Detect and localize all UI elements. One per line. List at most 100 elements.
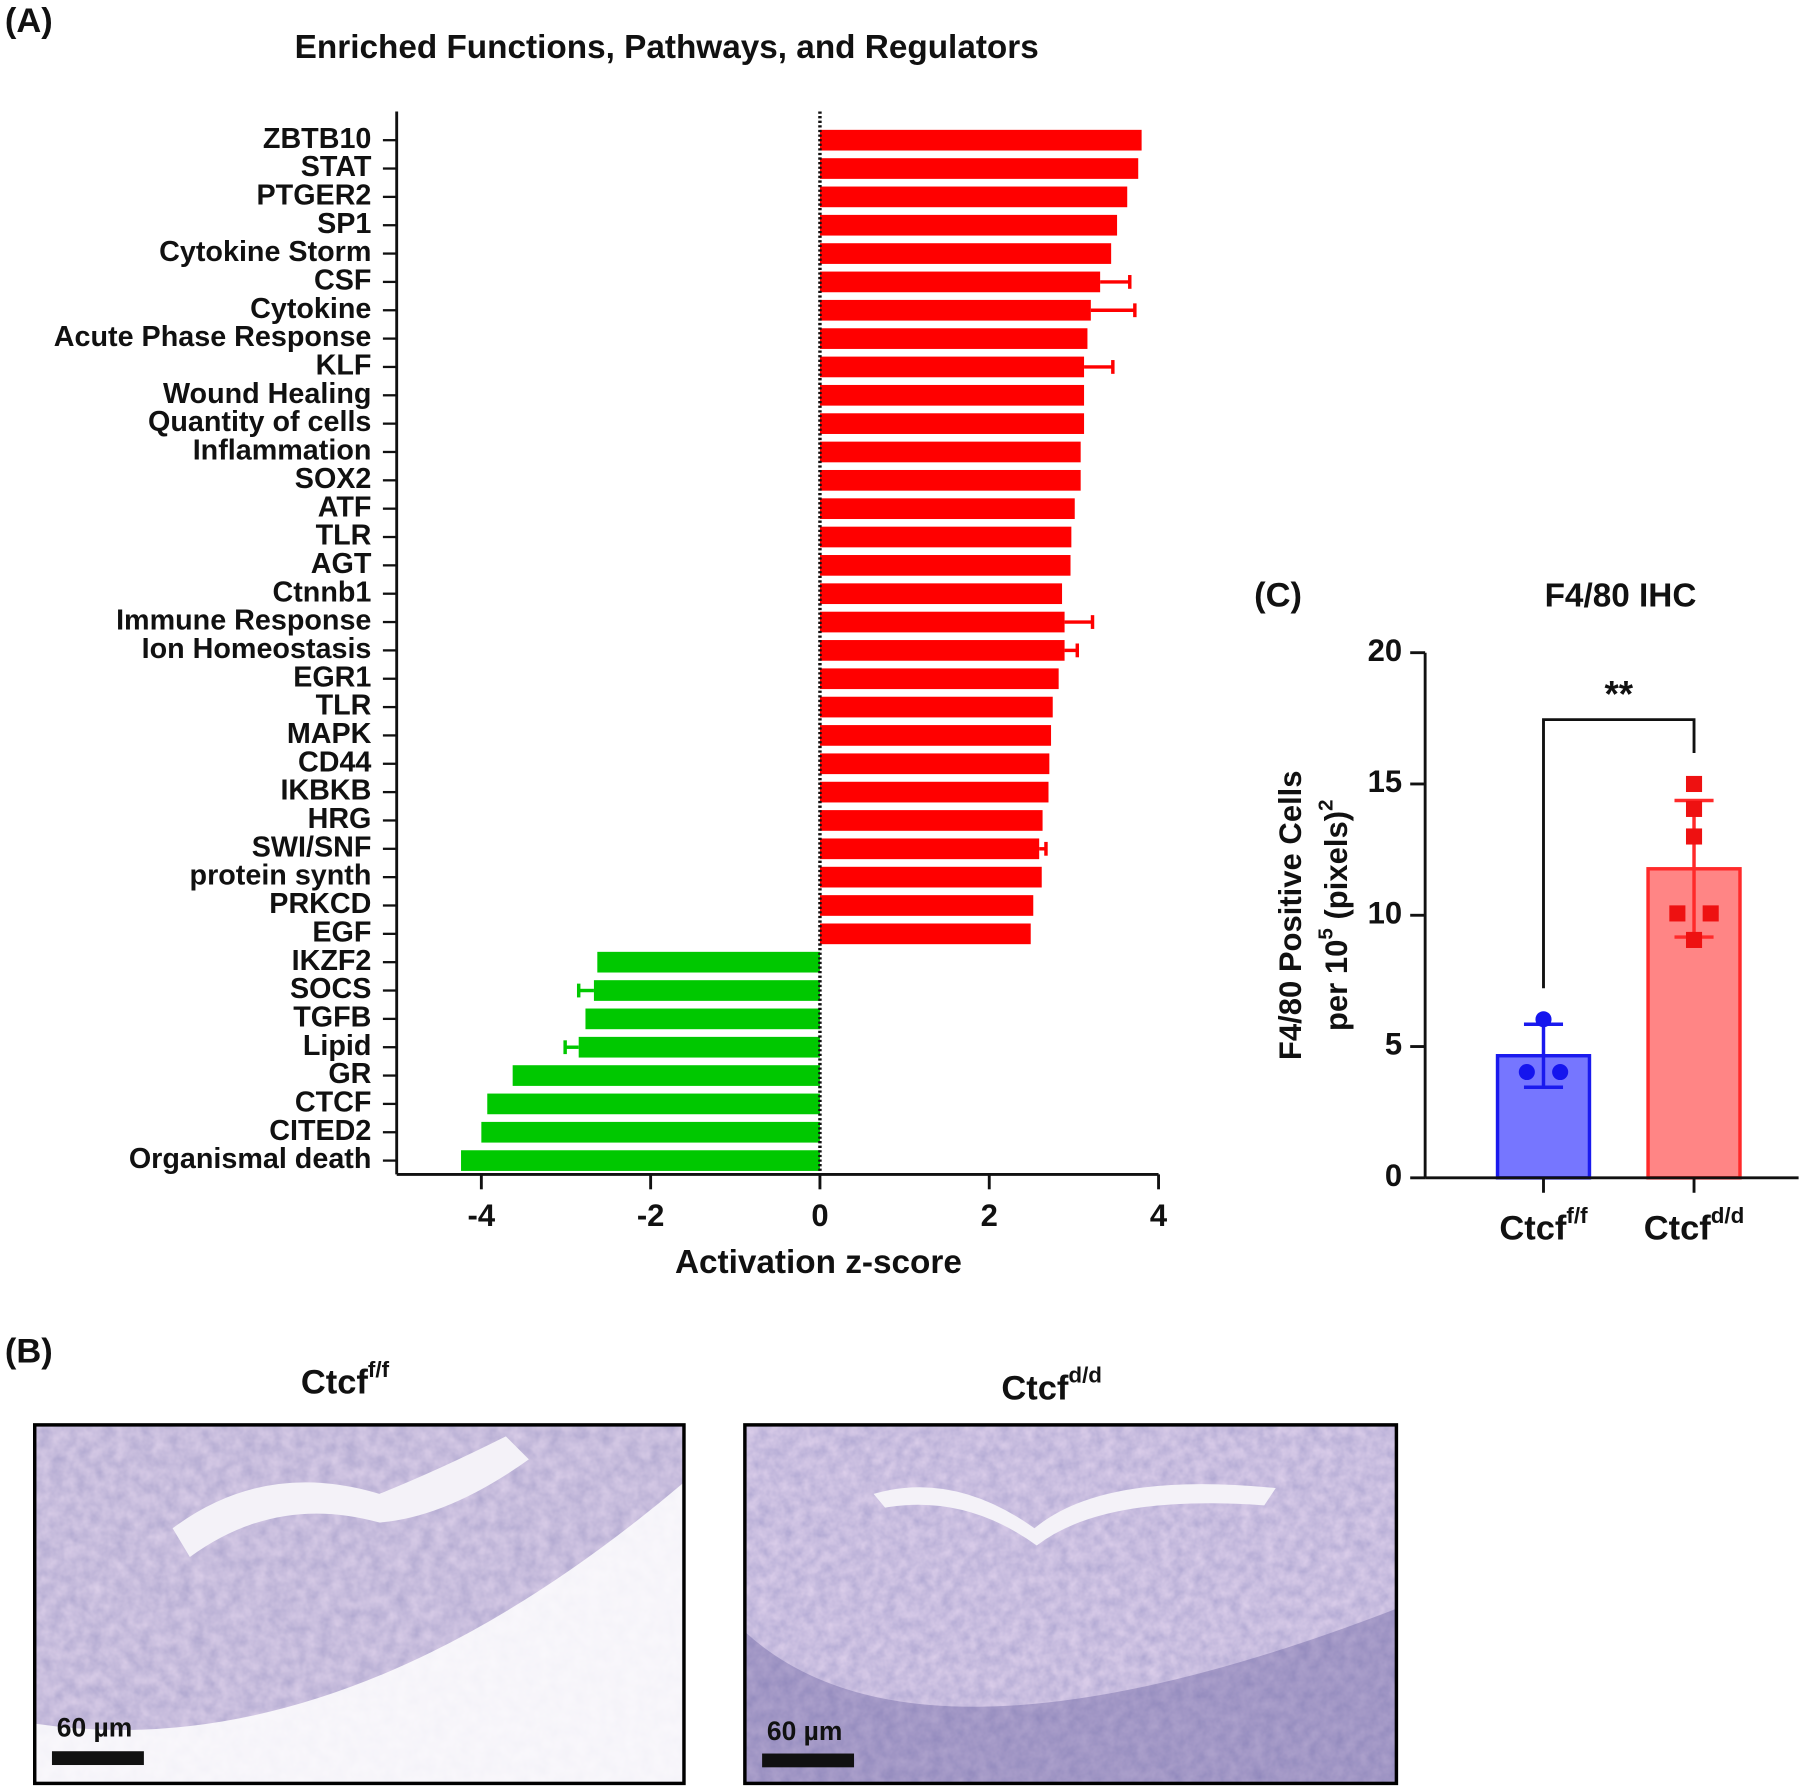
bar bbox=[819, 810, 1043, 831]
micrograph bbox=[33, 1423, 686, 1786]
y-tick-label: 5 bbox=[1385, 1027, 1402, 1062]
error-bar bbox=[1039, 841, 1048, 856]
data-point bbox=[1702, 905, 1719, 922]
bar bbox=[819, 611, 1065, 633]
lumen bbox=[873, 1484, 1276, 1546]
panel-label: (B) bbox=[5, 1333, 53, 1371]
bar bbox=[819, 469, 1081, 491]
micrograph bbox=[743, 1423, 1399, 1786]
x-tick-label: -4 bbox=[468, 1198, 496, 1233]
y-tick-label: PRKCD bbox=[269, 888, 371, 920]
data-point bbox=[1685, 775, 1703, 793]
label-text: Ctcf bbox=[301, 1364, 369, 1402]
y-tick-label: CSF bbox=[314, 265, 371, 297]
superscript: 2 bbox=[1315, 799, 1338, 811]
bar bbox=[819, 328, 1088, 349]
bar bbox=[819, 129, 1142, 151]
bar bbox=[819, 583, 1063, 605]
y-tick-label: Lipid bbox=[303, 1030, 372, 1062]
background bbox=[34, 1482, 684, 1784]
tissue-image bbox=[744, 1424, 1397, 1784]
y-axis-label: per 105 (pixels)2 bbox=[1315, 799, 1354, 1031]
label: Ctcff/f bbox=[301, 1357, 390, 1402]
bar bbox=[819, 384, 1085, 406]
bar bbox=[819, 413, 1085, 434]
scale-bar bbox=[51, 1751, 144, 1766]
bar bbox=[593, 980, 820, 1001]
y-tick-label: TGFB bbox=[293, 1001, 371, 1033]
label-text: per 10 bbox=[1319, 940, 1354, 1031]
y-tick-label: PTGER2 bbox=[257, 179, 372, 211]
data-point bbox=[1685, 931, 1703, 948]
y-tick-label: SOCS bbox=[290, 973, 371, 1005]
significance-bracket bbox=[1542, 718, 1696, 989]
chart-title: F4/80 IHC bbox=[1545, 577, 1697, 614]
y-tick-label: Acute Phase Response bbox=[54, 321, 372, 353]
bar bbox=[819, 356, 1085, 378]
superscript: d/d bbox=[1711, 1203, 1745, 1228]
label: Ctcfd/d bbox=[1001, 1363, 1102, 1408]
y-tick-label: KLF bbox=[316, 350, 372, 382]
error-bar bbox=[1084, 360, 1115, 374]
bar bbox=[819, 696, 1053, 718]
y-tick-label: 10 bbox=[1368, 895, 1402, 930]
image-frame bbox=[743, 1423, 1399, 1786]
error-bar bbox=[1064, 643, 1080, 658]
bar bbox=[819, 781, 1049, 803]
data-point bbox=[1685, 800, 1703, 817]
bar bbox=[819, 186, 1128, 208]
y-tick-label: SWI/SNF bbox=[252, 831, 372, 863]
data-point bbox=[1685, 828, 1703, 845]
label-text: F4/80 Positive Cells bbox=[1273, 770, 1308, 1060]
annotation: ** bbox=[1604, 673, 1633, 714]
bar bbox=[819, 498, 1075, 520]
y-tick-label: 15 bbox=[1368, 764, 1402, 799]
y-tick-label: AGT bbox=[311, 548, 372, 580]
bar bbox=[819, 271, 1101, 293]
y-tick-label: EGR1 bbox=[293, 661, 371, 693]
y-tick-label: SOX2 bbox=[295, 463, 372, 495]
label: Ctcfd/d bbox=[1644, 1203, 1745, 1248]
bar bbox=[819, 441, 1081, 463]
y-tick-label: MAPK bbox=[287, 718, 372, 750]
y-tick-label: SP1 bbox=[317, 208, 371, 240]
superscript: f/f bbox=[1566, 1203, 1588, 1228]
y-tick-label: EGF bbox=[312, 916, 371, 948]
data-point bbox=[1518, 1063, 1535, 1081]
y-tick-label: TLR bbox=[316, 520, 372, 552]
y-tick-label: 20 bbox=[1368, 633, 1402, 668]
y-tick-label: Ion Homeostasis bbox=[142, 633, 372, 665]
y-tick-label: Inflammation bbox=[193, 435, 372, 467]
bar bbox=[819, 668, 1059, 690]
error-bar bbox=[1064, 615, 1095, 629]
bar bbox=[819, 299, 1091, 321]
label-text: Ctcf bbox=[1644, 1210, 1712, 1248]
bar bbox=[461, 1150, 820, 1171]
y-tick-label: Immune Response bbox=[116, 605, 371, 637]
bar bbox=[487, 1093, 820, 1115]
bar bbox=[585, 1008, 820, 1030]
y-tick-label: CTCF bbox=[295, 1086, 372, 1118]
bar bbox=[819, 555, 1071, 576]
superscript: 5 bbox=[1315, 928, 1338, 940]
bar bbox=[512, 1065, 820, 1086]
y-tick-label: ATF bbox=[318, 491, 372, 523]
y-tick-label: TLR bbox=[316, 690, 372, 722]
bar bbox=[819, 838, 1040, 860]
y-tick-label: Organismal death bbox=[129, 1143, 372, 1175]
bar bbox=[578, 1036, 820, 1058]
y-tick-label: HRG bbox=[308, 803, 372, 835]
x-tick-label: -2 bbox=[637, 1198, 665, 1233]
bar bbox=[819, 753, 1050, 775]
chart-title: Enriched Functions, Pathways, and Regula… bbox=[295, 29, 1039, 66]
y-tick-label: protein synth bbox=[190, 860, 372, 892]
bar bbox=[819, 158, 1139, 179]
label-text: Ctcf bbox=[1499, 1210, 1567, 1248]
y-tick-label: IKZF2 bbox=[292, 945, 372, 977]
bar bbox=[819, 923, 1031, 945]
bar bbox=[819, 243, 1112, 264]
error-bar bbox=[576, 983, 594, 998]
bar bbox=[819, 526, 1072, 548]
scale-bar-label: 60 µm bbox=[57, 1712, 132, 1742]
error-bar bbox=[1090, 303, 1137, 318]
